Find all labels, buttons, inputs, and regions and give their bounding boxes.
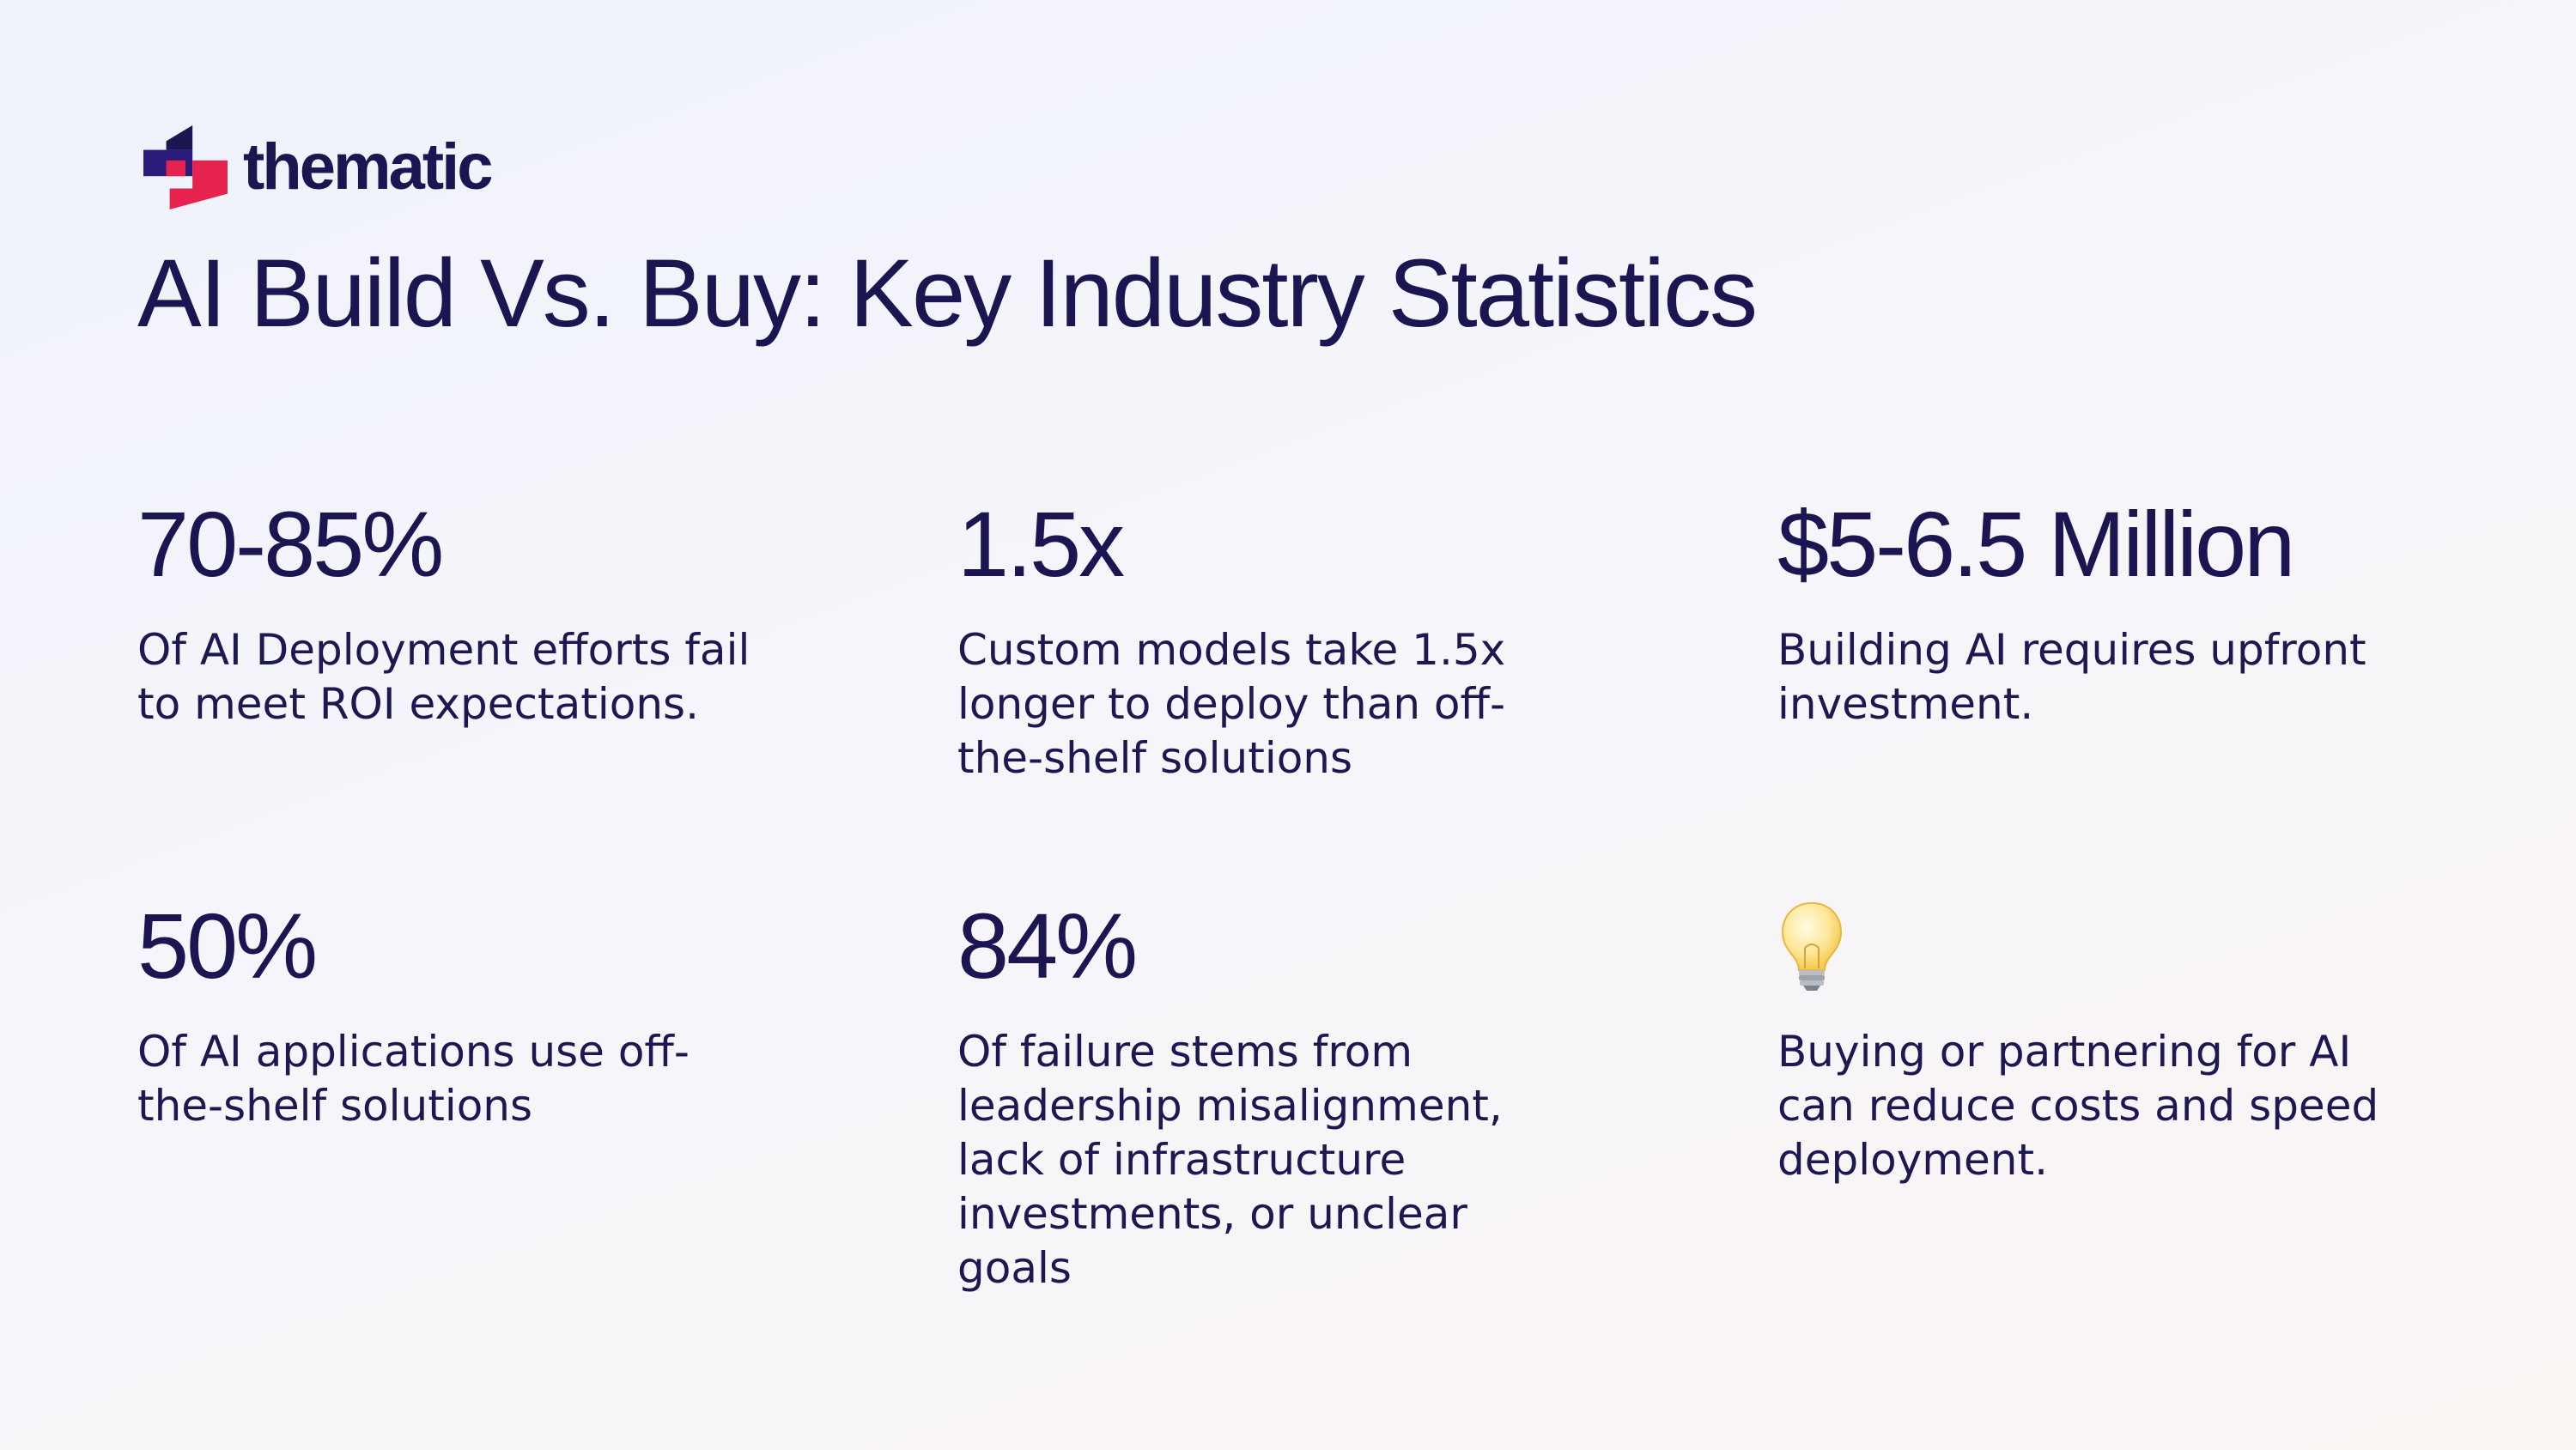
stat-description: Custom models take 1.5x longer to deploy… xyxy=(957,625,1506,783)
stat-description: Of failure stems from leadership misalig… xyxy=(957,1027,1503,1293)
stat-description: Buying or partnering for AI can reduce c… xyxy=(1777,1027,2379,1185)
stat-card-failure-causes: 84% Of failure stems from leadership mis… xyxy=(957,900,1576,1295)
stat-value: 1.5x xyxy=(957,492,1125,596)
stat-card-deploy-time: 1.5x Custom models take 1.5x longer to d… xyxy=(957,498,1576,786)
brand-wordmark: thematic xyxy=(243,130,494,203)
stat-description: Building AI requires upfront investment. xyxy=(1777,625,2366,729)
thematic-logo-icon xyxy=(143,125,228,209)
stat-card-off-the-shelf: 50% Of AI applications use off-the-shelf… xyxy=(137,900,756,1133)
lightbulb-icon xyxy=(1781,901,1843,991)
thematic-logo: thematic xyxy=(142,120,494,215)
stat-value: $5-6.5 Million xyxy=(1777,492,2295,596)
stat-value: 50% xyxy=(137,894,318,998)
stat-icon-wrapper xyxy=(1777,900,2396,994)
stat-value: 84% xyxy=(957,894,1138,998)
stat-card-roi-failure: 70-85% Of AI Deployment efforts fail to … xyxy=(137,498,756,731)
stat-value: 70-85% xyxy=(137,492,444,596)
stat-card-buy-partner: Buying or partnering for AI can reduce c… xyxy=(1777,900,2396,1187)
stat-card-investment: $5-6.5 Million Building AI requires upfr… xyxy=(1777,498,2396,731)
stat-description: Of AI applications use off-the-shelf sol… xyxy=(137,1027,690,1131)
stat-description: Of AI Deployment efforts fail to meet RO… xyxy=(137,625,750,729)
page-title: AI Build Vs. Buy: Key Industry Statistic… xyxy=(137,240,1758,347)
